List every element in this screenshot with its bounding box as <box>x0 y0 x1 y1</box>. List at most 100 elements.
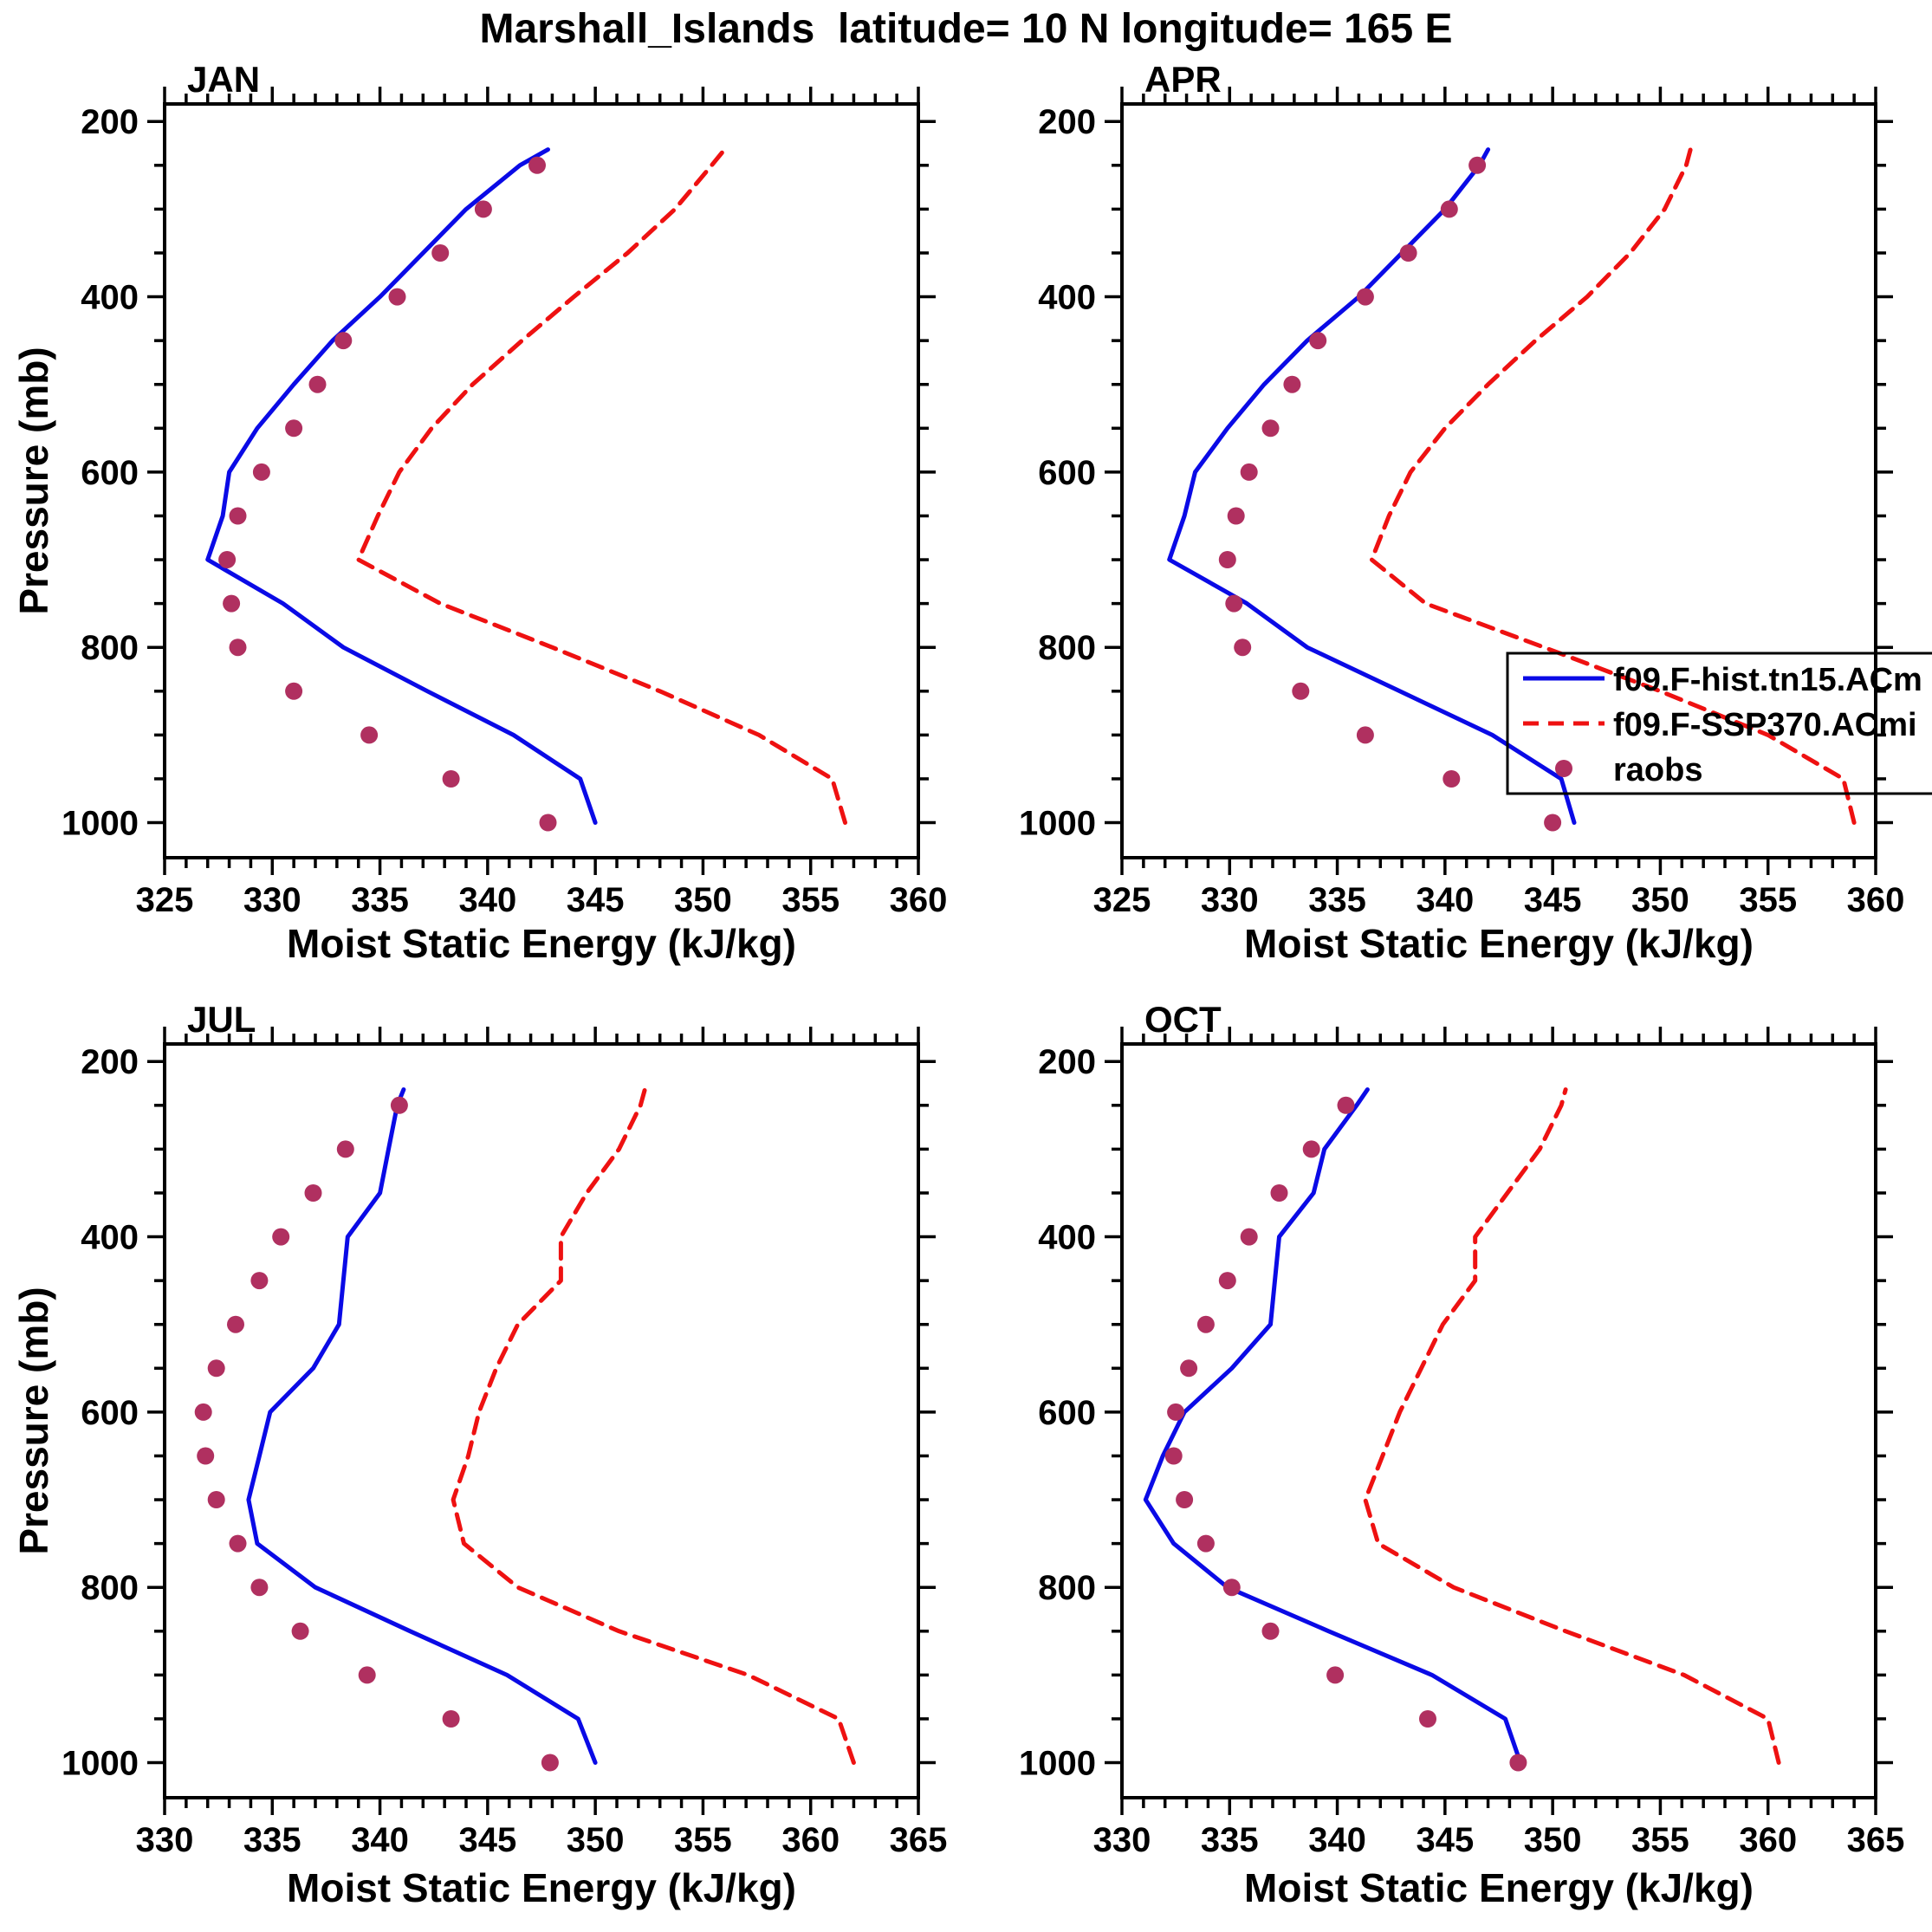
x-tick-label: 355 <box>1631 1821 1689 1859</box>
panel-title: APR <box>1144 59 1222 100</box>
y-tick-label: 1000 <box>1019 1745 1096 1783</box>
axis-ticks <box>1105 87 1893 875</box>
raobs-dot <box>1544 814 1562 832</box>
raobs-dot <box>539 814 557 832</box>
legend-label-ssp: f09.F-SSP370.ACmi <box>1613 707 1917 743</box>
legend: f09.F-hist.tn15.ACm f09.F-SSP370.ACmi raob… <box>1506 652 1932 795</box>
y-tick-label: 400 <box>1038 279 1096 317</box>
series-hist-line <box>205 147 598 825</box>
y-tick-label: 800 <box>81 1569 139 1607</box>
raobs-dot <box>1468 156 1487 174</box>
y-tick-label: 600 <box>81 454 139 492</box>
plot-frame <box>1120 102 1877 859</box>
raobs-dot <box>1399 244 1417 262</box>
y-tick-label: 200 <box>81 1043 139 1081</box>
raobs-dot <box>1164 1447 1183 1465</box>
raobs-dot <box>272 1228 290 1246</box>
y-tick-label: 200 <box>1038 1043 1096 1081</box>
x-tick-label: 360 <box>1739 1821 1797 1859</box>
x-tick-label: 345 <box>567 881 625 919</box>
panel-title: JUL <box>187 999 256 1040</box>
raobs-dot <box>431 244 450 262</box>
y-tick-label: 400 <box>1038 1219 1096 1257</box>
x-tick-label: 355 <box>781 881 840 919</box>
raobs-dot <box>1309 332 1327 350</box>
raobs-dot <box>291 1622 309 1640</box>
raobs-dot <box>1356 726 1374 744</box>
raobs-dot <box>197 1447 215 1465</box>
raobs-dot <box>1261 419 1280 438</box>
raobs-dot <box>1283 375 1301 393</box>
raobs-dot <box>1419 1710 1436 1728</box>
raobs-dots <box>1164 1096 1527 1772</box>
x-tick-label: 340 <box>1416 881 1474 919</box>
raobs-dot <box>194 1403 212 1421</box>
series-ssp370-line <box>1363 1087 1781 1765</box>
y-tick-label: 1000 <box>62 805 139 843</box>
panel-apr: 200 400 600 800 1000 325 330 335 340 345 350 355 360… <box>1019 59 1904 919</box>
y-tick-label: 600 <box>1038 454 1096 492</box>
y-tick-label: 400 <box>81 1219 139 1257</box>
raobs-dot <box>474 200 492 218</box>
raobs-dot <box>1225 594 1243 613</box>
raobs-dots <box>194 1096 559 1772</box>
x-tick-label: 340 <box>458 881 516 919</box>
raobs-dot <box>285 682 303 700</box>
raobs-dot <box>1326 1666 1345 1684</box>
raobs-dot <box>1180 1359 1198 1378</box>
raobs-dot <box>1218 551 1236 568</box>
raobs-dot <box>1292 682 1310 700</box>
x-tick-label: 355 <box>674 1821 732 1859</box>
x-tick-label: 340 <box>1308 1821 1366 1859</box>
x-tick-label: 325 <box>1093 881 1151 919</box>
x-axis-title-oct: Moist Static Energy (kJ/kg) <box>1244 1865 1754 1910</box>
x-tick-label: 335 <box>351 881 409 919</box>
raobs-dot <box>1443 770 1461 788</box>
raobs-dot <box>223 594 241 613</box>
raobs-dot <box>336 1140 354 1158</box>
raobs-dot <box>541 1754 559 1772</box>
x-tick-label: 335 <box>1308 881 1366 919</box>
raobs-dot <box>252 463 270 481</box>
legend-raobs-dot-sample <box>1555 760 1572 777</box>
x-tick-label: 335 <box>243 1821 301 1859</box>
raobs-dot <box>229 1534 247 1553</box>
raobs-dot <box>390 1096 408 1114</box>
raobs-dot <box>1227 507 1245 525</box>
x-axis-title-apr: Moist Static Energy (kJ/kg) <box>1244 921 1754 966</box>
raobs-dot <box>304 1184 322 1202</box>
x-tick-label: 360 <box>1847 881 1905 919</box>
legend-label-hist: f09.F-hist.tn15.ACm <box>1613 662 1922 698</box>
y-tick-label: 800 <box>1038 1569 1096 1607</box>
y-tick-label: 800 <box>81 629 139 667</box>
plot-frame <box>163 102 920 859</box>
raobs-dot <box>207 1491 225 1508</box>
panel-jul: 200 400 600 800 1000 330 335 340 345 350 355 360 365… <box>62 999 947 1859</box>
raobs-dot <box>1167 1403 1185 1421</box>
legend-box <box>1506 652 1932 795</box>
raobs-dot <box>229 639 247 657</box>
raobs-dot <box>250 1272 269 1290</box>
x-tick-label: 335 <box>1201 1821 1259 1859</box>
raobs-dot <box>528 156 546 174</box>
raobs-dot <box>358 1666 376 1684</box>
raobs-dot <box>1337 1096 1355 1114</box>
y-tick-label: 1000 <box>1019 805 1096 843</box>
raobs-dot <box>1509 1754 1527 1772</box>
raobs-dot <box>1196 1534 1215 1553</box>
raobs-dots <box>1218 156 1562 832</box>
y-tick-label: 400 <box>81 279 139 317</box>
raobs-dot <box>250 1579 269 1597</box>
x-tick-label: 340 <box>351 1821 409 1859</box>
x-tick-label: 365 <box>1847 1821 1905 1859</box>
panel-title: OCT <box>1144 999 1222 1040</box>
raobs-dot <box>1196 1315 1215 1333</box>
y-tick-label: 600 <box>1038 1394 1096 1432</box>
raobs-dot <box>229 507 247 525</box>
raobs-dot <box>442 770 460 788</box>
plot-frame <box>163 1042 920 1799</box>
axis-ticks <box>147 87 936 875</box>
x-tick-label: 350 <box>567 1821 625 1859</box>
y-tick-label: 200 <box>1038 103 1096 141</box>
